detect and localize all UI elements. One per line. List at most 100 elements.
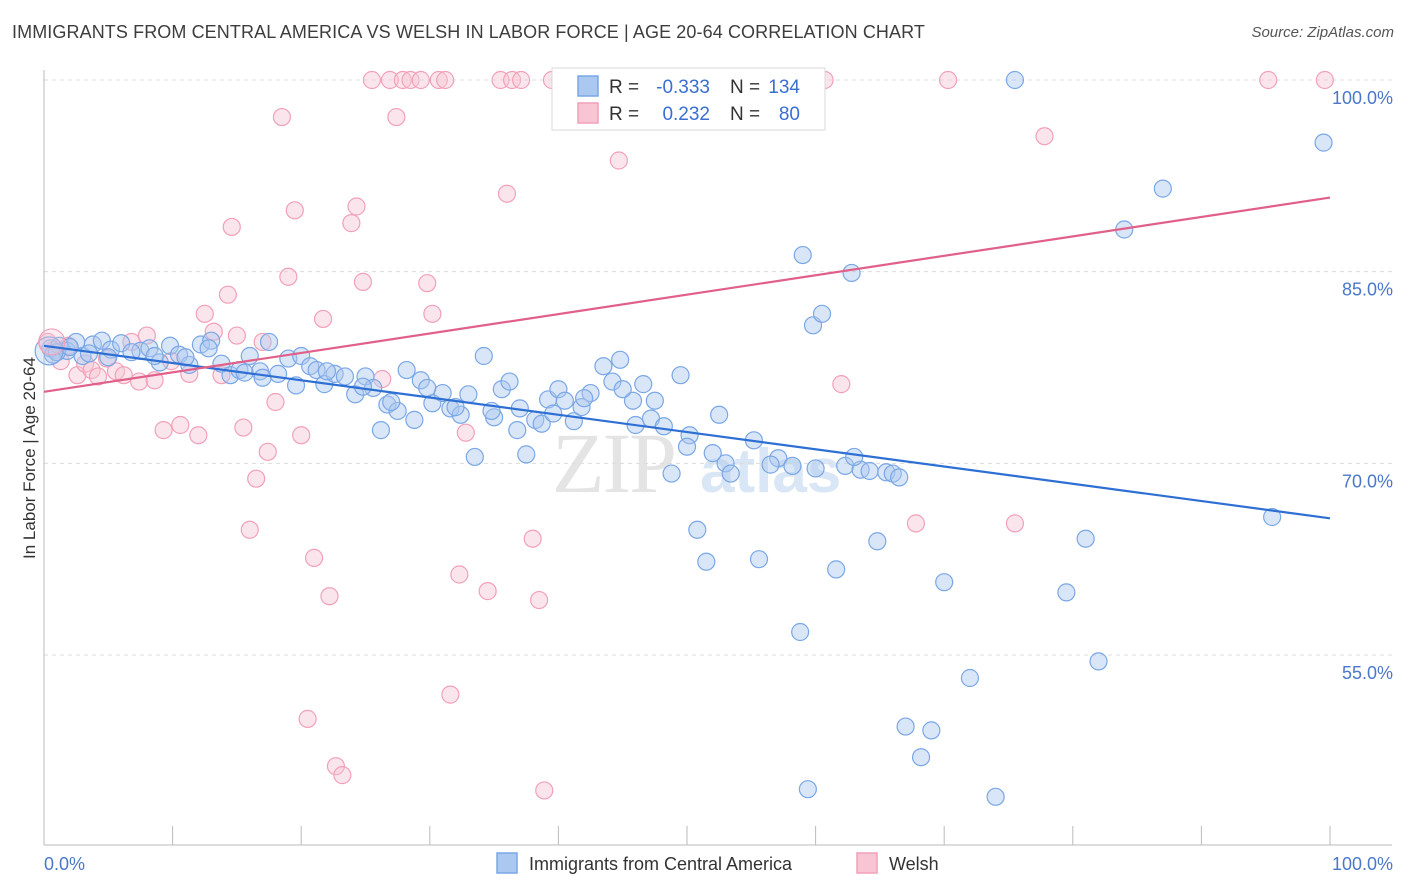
- trend-lines: [43, 196, 1331, 520]
- point-welsh: [393, 70, 412, 90]
- legend-n-label: N =: [730, 77, 760, 98]
- point-central-america: [960, 668, 980, 688]
- point-central-america: [645, 391, 664, 410]
- point-central-america: [896, 717, 915, 736]
- point-welsh: [272, 107, 292, 127]
- point-welsh: [333, 766, 352, 785]
- point-welsh: [171, 415, 190, 435]
- point-central-america: [890, 468, 909, 487]
- point-central-america: [935, 573, 954, 592]
- point-central-america: [555, 391, 574, 410]
- legend-n-value: 134: [768, 77, 800, 98]
- point-welsh: [938, 70, 958, 90]
- point-welsh: [441, 685, 460, 704]
- point-welsh: [279, 267, 298, 286]
- point-welsh: [387, 107, 406, 127]
- point-central-america: [268, 364, 288, 383]
- point-welsh: [478, 582, 497, 601]
- y-tick-label: 100.0%: [1332, 88, 1393, 108]
- point-central-america: [791, 622, 810, 642]
- point-central-america: [1263, 507, 1282, 527]
- point-central-america: [749, 550, 769, 569]
- point-welsh: [247, 469, 266, 488]
- point-welsh: [423, 304, 442, 323]
- point-welsh: [298, 709, 317, 728]
- point-welsh: [362, 70, 382, 90]
- point-welsh: [189, 426, 208, 445]
- point-central-america: [492, 380, 511, 399]
- point-welsh: [497, 184, 517, 203]
- point-central-america: [465, 447, 484, 467]
- point-central-america: [798, 780, 817, 799]
- legend-r-label: R =: [609, 77, 639, 98]
- point-central-america: [634, 375, 653, 394]
- point-central-america: [382, 392, 401, 412]
- point-welsh: [523, 529, 542, 548]
- legend-label-welsh: Welsh: [889, 854, 939, 874]
- point-welsh: [154, 421, 173, 440]
- y-tick-label: 70.0%: [1342, 471, 1393, 491]
- point-central-america: [1005, 70, 1025, 90]
- point-welsh: [195, 304, 214, 323]
- point-central-america: [474, 346, 493, 366]
- legend-n-label: N =: [730, 104, 760, 125]
- point-central-america: [549, 380, 568, 399]
- point-welsh: [1035, 127, 1054, 146]
- point-welsh: [906, 514, 926, 533]
- point-welsh: [342, 214, 361, 233]
- point-central-america: [335, 367, 355, 386]
- legend-swatch-central-america: [577, 75, 599, 97]
- point-welsh: [227, 326, 246, 345]
- point-welsh: [1259, 70, 1278, 90]
- point-central-america: [418, 378, 437, 398]
- x-tick-labels: 0.0% 100.0%: [44, 854, 1393, 874]
- point-welsh: [38, 328, 66, 356]
- point-welsh: [450, 565, 469, 584]
- x-tick-label: 100.0%: [1332, 854, 1393, 874]
- series-legend: Immigrants from Central America Welsh: [496, 852, 939, 874]
- point-central-america: [459, 385, 478, 404]
- legend-label-central-america: Immigrants from Central America: [529, 854, 793, 874]
- y-tick-label: 85.0%: [1342, 280, 1393, 300]
- point-welsh: [222, 217, 241, 237]
- axes: [43, 70, 1392, 846]
- point-central-america: [827, 560, 846, 579]
- point-welsh: [326, 757, 346, 776]
- point-central-america: [575, 389, 594, 408]
- legend-r-value: 0.232: [662, 104, 710, 125]
- point-central-america: [446, 398, 465, 417]
- point-central-america: [613, 380, 632, 399]
- point-central-america: [623, 391, 643, 410]
- point-welsh: [320, 587, 339, 606]
- source-label: Source: ZipAtlas.com: [1251, 24, 1394, 41]
- point-welsh: [285, 201, 304, 220]
- y-tick-label: 55.0%: [1342, 663, 1393, 683]
- point-central-america: [611, 350, 630, 369]
- point-central-america: [845, 447, 864, 467]
- point-central-america: [517, 445, 536, 464]
- point-welsh: [88, 367, 108, 386]
- point-central-america: [860, 461, 879, 481]
- legend-r-label: R =: [609, 104, 639, 125]
- point-welsh: [380, 70, 400, 90]
- legend-r-value: -0.333: [656, 77, 710, 98]
- point-welsh: [304, 548, 324, 567]
- point-central-america: [677, 437, 697, 456]
- point-central-america: [806, 459, 825, 478]
- point-central-america: [761, 455, 780, 474]
- point-welsh: [429, 70, 448, 90]
- point-welsh: [401, 70, 420, 90]
- point-central-america: [697, 552, 716, 571]
- point-welsh: [512, 70, 531, 90]
- x-tick-label: 0.0%: [44, 854, 85, 874]
- point-central-america: [868, 532, 887, 551]
- point-welsh: [218, 285, 237, 304]
- point-central-america: [112, 334, 131, 353]
- y-tick-labels: 55.0% 70.0% 85.0% 100.0%: [1332, 88, 1393, 683]
- point-central-america: [397, 360, 416, 380]
- point-central-america: [703, 444, 722, 463]
- point-central-america: [922, 721, 941, 740]
- point-central-america: [34, 336, 64, 366]
- point-central-america: [371, 421, 391, 440]
